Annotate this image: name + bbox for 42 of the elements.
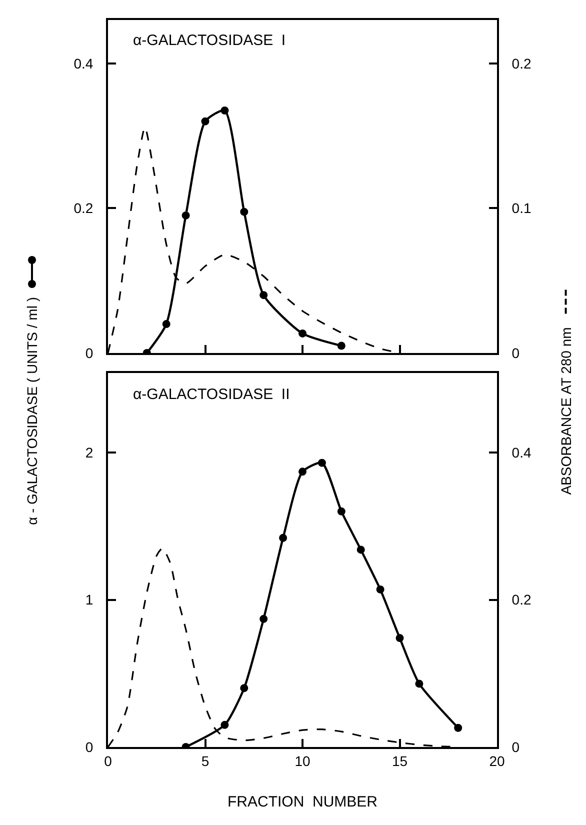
- point: [240, 684, 248, 692]
- y2-tick-label: 0: [512, 738, 520, 755]
- point: [298, 468, 306, 476]
- y2-tick-label: 0: [512, 344, 520, 361]
- point: [162, 320, 170, 328]
- x-tick-label: 0: [104, 752, 112, 769]
- point: [220, 106, 229, 114]
- point: [337, 507, 346, 516]
- y-tick-label: 0: [85, 738, 94, 755]
- point: [454, 724, 462, 732]
- point: [318, 458, 326, 467]
- y2-tick-label: 0.4: [512, 444, 532, 460]
- point: [356, 546, 365, 554]
- y2-tick-label: 0.2: [512, 55, 532, 72]
- x-tick-label: 10: [294, 752, 310, 769]
- y-axis-title: α - GALACTOSIDASE ( UNITS / ml ): [24, 297, 40, 525]
- x-tick-label: 15: [392, 752, 408, 769]
- y2-axis-title: ABSORBANCE AT 280 nm: [558, 327, 574, 495]
- point: [376, 585, 384, 594]
- point: [260, 291, 268, 300]
- x-tick-label: 20: [489, 752, 505, 769]
- point: [220, 720, 229, 729]
- y-tick-label: 0.2: [74, 200, 94, 216]
- x-axis-title: FRACTION NUMBER: [228, 793, 378, 810]
- y2-tick-label: 0.2: [512, 592, 532, 608]
- point: [415, 680, 424, 688]
- point: [337, 342, 346, 350]
- point: [298, 329, 306, 338]
- x-tick-label: 5: [201, 752, 210, 769]
- point: [396, 634, 404, 642]
- y-tick-label: 0.4: [74, 55, 94, 72]
- y-tick-label: 2: [85, 444, 94, 460]
- point: [182, 211, 190, 220]
- text: α-GALACTOSIDASE II: [133, 386, 290, 403]
- point: [260, 614, 268, 623]
- point: [279, 534, 288, 542]
- point: [240, 208, 248, 216]
- y2-tick-label: 0.1: [512, 200, 532, 216]
- point: [201, 117, 210, 126]
- y-tick-label: 0: [85, 344, 94, 361]
- y-tick-label: 1: [85, 592, 94, 608]
- text: α-GALACTOSIDASE I: [133, 32, 286, 49]
